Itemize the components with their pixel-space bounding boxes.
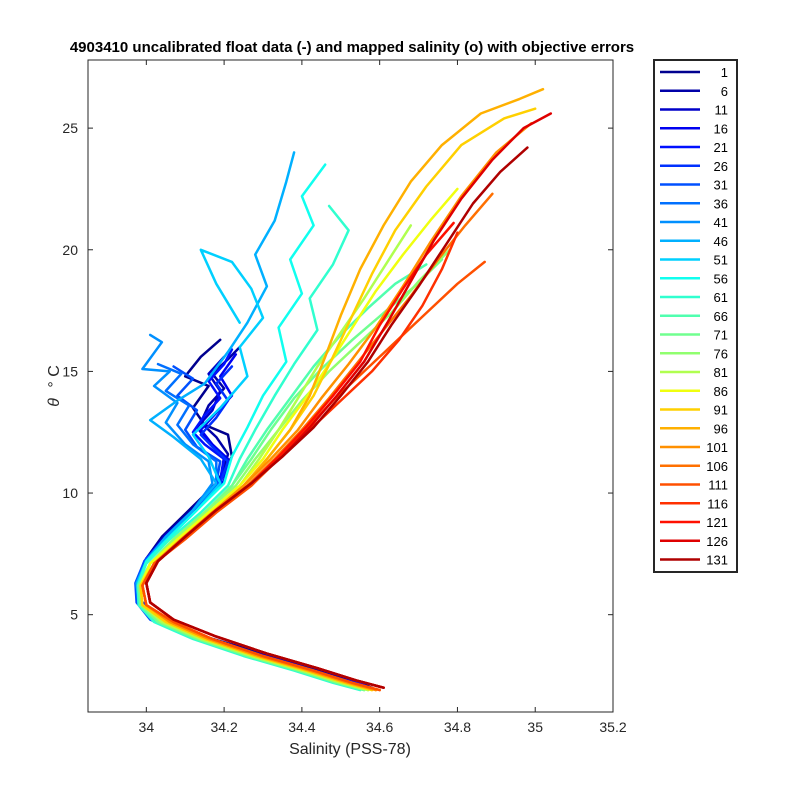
legend-label-86: 86 [714, 384, 728, 399]
y-tick-label: 15 [62, 363, 78, 379]
legend-label-121: 121 [706, 515, 728, 530]
legend-label-116: 116 [707, 496, 728, 511]
x-axis-ticks: 34 34.2 34.4 34.6 34.8 35 35.2 [139, 60, 627, 735]
legend-label-81: 81 [714, 365, 728, 380]
y-axis-label-unit: ° C [46, 365, 63, 387]
data-lines [134, 87, 553, 692]
series-line-131 [145, 146, 529, 689]
legend-label-131: 131 [706, 553, 728, 568]
x-tick-label: 34.8 [444, 719, 471, 735]
x-tick-label: 34.6 [366, 719, 393, 735]
y-tick-label: 10 [62, 485, 78, 501]
plot-area [88, 60, 613, 712]
legend-label-56: 56 [714, 271, 728, 286]
axes-box [87, 59, 614, 713]
y-axis-label-symbol: θ [46, 398, 63, 407]
y-axis-label: θ ° C [46, 365, 63, 407]
legend-label-91: 91 [714, 403, 728, 418]
x-tick-label: 34.2 [210, 719, 237, 735]
legend-label-111: 111 [708, 478, 728, 493]
legend-label-16: 16 [714, 121, 728, 136]
legend-label-6: 6 [721, 84, 728, 99]
legend: 1611162126313641465156616671768186919610… [660, 65, 728, 568]
y-axis-ticks: 5 10 15 20 25 [62, 120, 613, 623]
legend-label-11: 11 [715, 103, 729, 118]
legend-label-51: 51 [714, 253, 728, 268]
legend-label-71: 71 [714, 328, 728, 343]
x-tick-label: 34 [139, 719, 155, 735]
legend-label-96: 96 [714, 421, 728, 436]
legend-label-41: 41 [714, 215, 728, 230]
legend-label-1: 1 [721, 65, 728, 80]
legend-label-106: 106 [706, 459, 728, 474]
legend-label-101: 101 [706, 440, 728, 455]
x-axis-label: Salinity (PSS-78) [289, 741, 411, 758]
x-tick-label: 34.4 [288, 719, 315, 735]
y-tick-label: 5 [70, 607, 78, 623]
legend-label-61: 61 [714, 290, 728, 305]
chart-title: 4903410 uncalibrated float data (-) and … [70, 39, 634, 56]
legend-label-76: 76 [714, 346, 728, 361]
legend-label-126: 126 [706, 534, 728, 549]
legend-label-36: 36 [714, 196, 728, 211]
legend-label-66: 66 [714, 309, 728, 324]
svg-text:θ ° C: θ ° C [46, 365, 63, 407]
legend-label-21: 21 [714, 140, 728, 155]
x-tick-label: 35.2 [599, 719, 626, 735]
y-tick-label: 20 [62, 242, 78, 258]
x-tick-label: 35 [527, 719, 543, 735]
series-line-111 [141, 260, 486, 692]
legend-label-46: 46 [714, 234, 728, 249]
y-tick-label: 25 [62, 120, 78, 136]
legend-label-26: 26 [714, 159, 728, 174]
legend-label-31: 31 [714, 178, 728, 193]
